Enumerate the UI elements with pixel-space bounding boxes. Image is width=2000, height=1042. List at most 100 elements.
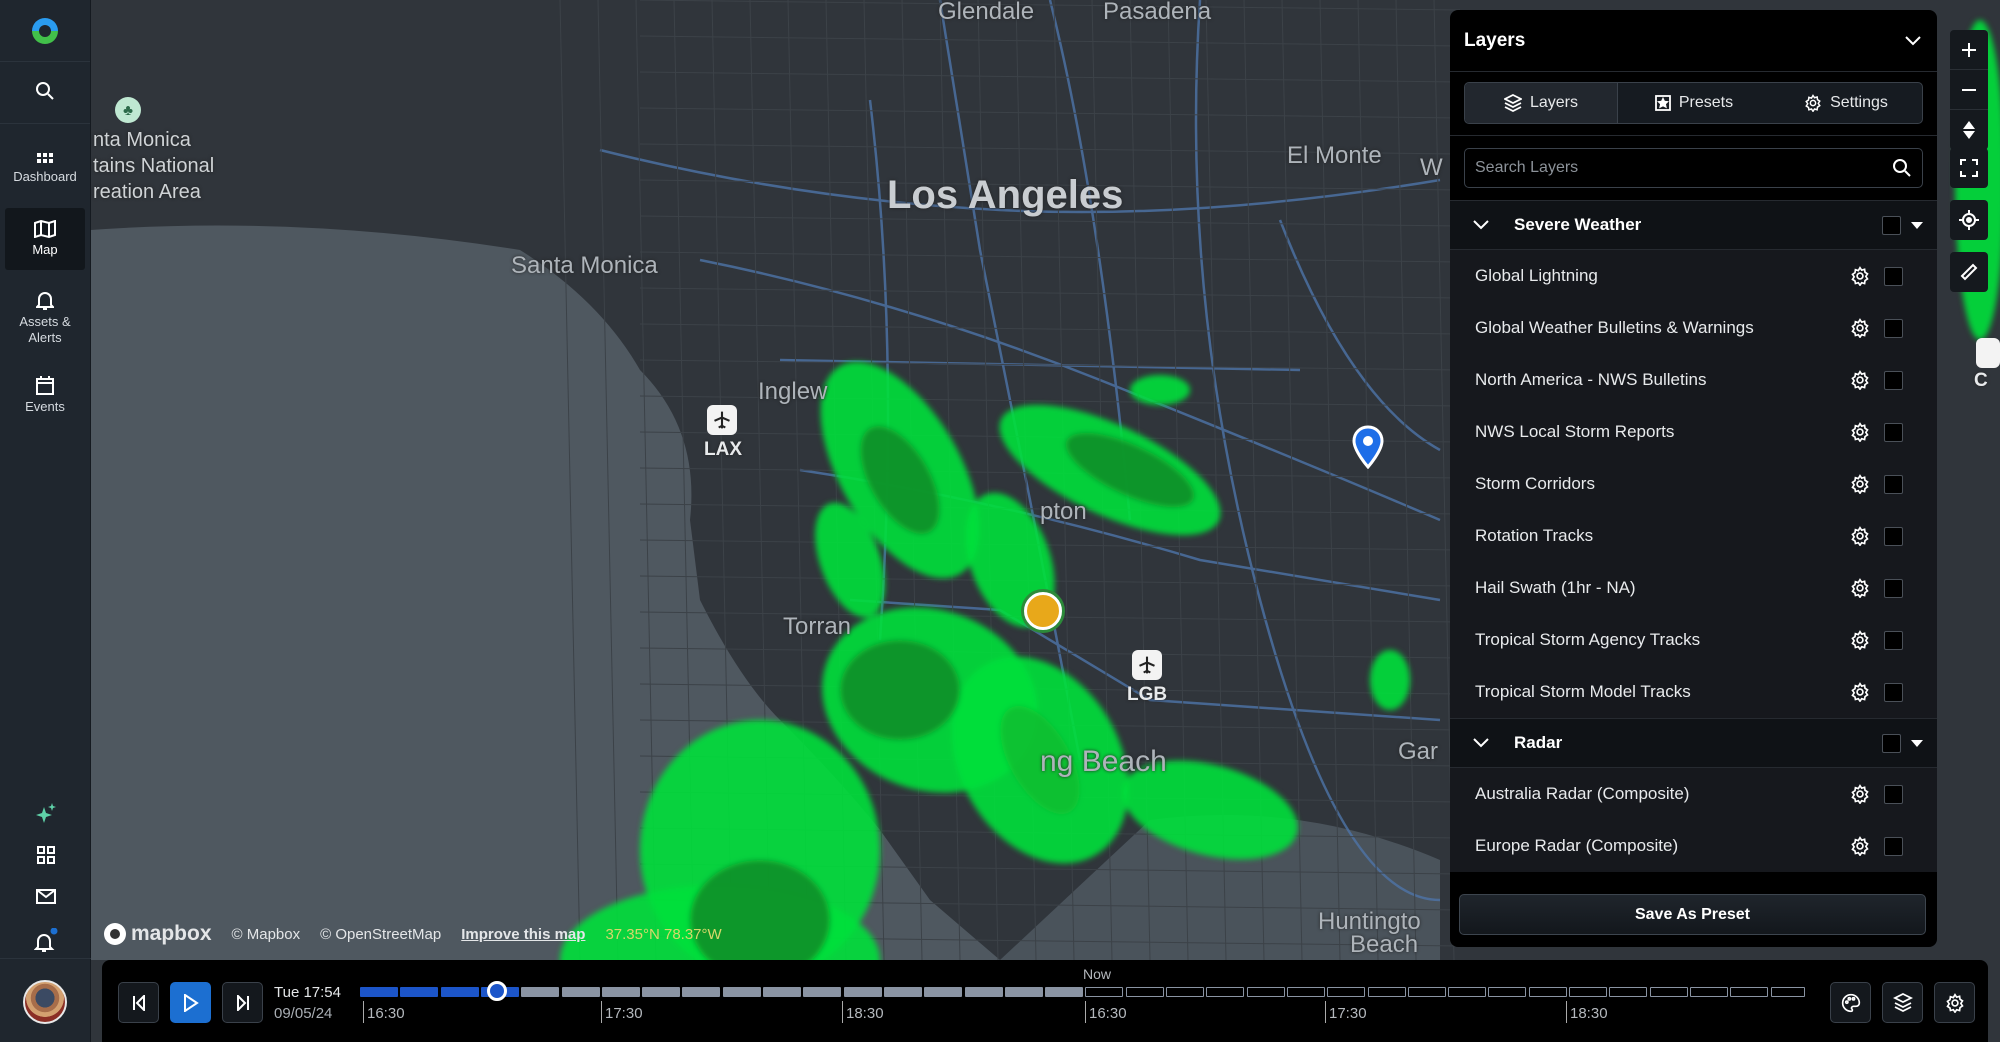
sidebar-item-map[interactable]: Map xyxy=(5,208,85,270)
timeline-segment[interactable] xyxy=(440,987,479,997)
sidebar-item-dashboard[interactable]: Dashboard xyxy=(0,130,90,208)
timeline-segment[interactable] xyxy=(883,987,922,997)
timeline-segment[interactable] xyxy=(722,987,761,997)
tab-layers[interactable]: Layers xyxy=(1465,83,1618,123)
location-pin-icon[interactable] xyxy=(1352,425,1384,469)
timeline-segment[interactable] xyxy=(803,987,842,997)
playhead-handle[interactable] xyxy=(487,981,507,1001)
timeline-segment[interactable] xyxy=(642,987,681,997)
save-as-preset-button[interactable]: Save As Preset xyxy=(1459,894,1926,935)
timeline-segment[interactable] xyxy=(1246,987,1285,997)
step-back-button[interactable] xyxy=(118,982,159,1023)
search-button[interactable] xyxy=(0,62,90,124)
timeline-segment[interactable] xyxy=(1327,987,1366,997)
timeline-segment[interactable] xyxy=(763,987,801,997)
timeline-segment[interactable] xyxy=(1448,987,1487,997)
fullscreen-button[interactable] xyxy=(1950,148,1988,188)
layer-checkbox[interactable] xyxy=(1884,578,1903,598)
timeline-settings-button[interactable] xyxy=(1934,982,1975,1023)
apps-grid-icon[interactable] xyxy=(0,846,91,864)
timeline-segment[interactable] xyxy=(1488,987,1527,997)
layer-checkbox[interactable] xyxy=(1884,318,1903,338)
layer-settings-gear-icon[interactable] xyxy=(1850,370,1870,390)
mail-icon[interactable] xyxy=(0,889,91,904)
locate-button[interactable] xyxy=(1950,200,1988,240)
chevron-down-icon[interactable] xyxy=(1473,220,1489,230)
timeline-segment[interactable] xyxy=(843,987,882,997)
app-logo[interactable] xyxy=(0,0,90,62)
timeline-segment[interactable] xyxy=(521,987,560,997)
step-forward-button[interactable] xyxy=(222,982,263,1023)
chevron-down-icon[interactable] xyxy=(1473,738,1489,748)
mapbox-link[interactable]: © Mapbox xyxy=(231,925,301,943)
compass-button[interactable] xyxy=(1950,110,1988,150)
timeline-segment[interactable] xyxy=(1286,987,1325,997)
layer-checkbox[interactable] xyxy=(1884,526,1903,546)
caret-down-icon[interactable] xyxy=(1911,739,1923,747)
layer-settings-gear-icon[interactable] xyxy=(1850,578,1870,598)
timeline-segment[interactable] xyxy=(561,987,600,997)
timeline-segment[interactable] xyxy=(400,987,439,997)
search-icon[interactable] xyxy=(1892,158,1912,178)
layers-toggle-button[interactable] xyxy=(1882,982,1923,1023)
zoom-in-button[interactable] xyxy=(1950,30,1988,70)
layer-checkbox[interactable] xyxy=(1884,474,1903,494)
sparkle-icon[interactable] xyxy=(0,803,91,825)
timeline-segment[interactable] xyxy=(924,987,963,997)
timeline-segment[interactable] xyxy=(1649,987,1688,997)
timeline-segment[interactable] xyxy=(1730,987,1769,997)
timeline-segment[interactable] xyxy=(601,987,640,997)
airport-icon[interactable] xyxy=(1132,650,1162,680)
sidebar-item-assets-alerts[interactable]: Assets & Alerts xyxy=(0,270,90,360)
sidebar-item-events[interactable]: Events xyxy=(0,360,90,430)
layer-checkbox[interactable] xyxy=(1884,836,1903,856)
timeline-segment[interactable] xyxy=(1367,987,1406,997)
timeline-segment[interactable] xyxy=(1004,987,1043,997)
layer-checkbox[interactable] xyxy=(1884,370,1903,390)
timeline-segment[interactable] xyxy=(964,987,1003,997)
layer-settings-gear-icon[interactable] xyxy=(1850,836,1870,856)
timeline-segment[interactable] xyxy=(1125,987,1164,997)
layer-settings-gear-icon[interactable] xyxy=(1850,526,1870,546)
layer-checkbox[interactable] xyxy=(1884,784,1903,804)
layer-settings-gear-icon[interactable] xyxy=(1850,474,1870,494)
airport-icon[interactable] xyxy=(1976,338,2000,368)
timeline-segment[interactable] xyxy=(1045,987,1084,997)
layer-settings-gear-icon[interactable] xyxy=(1850,784,1870,804)
collapse-chevron-icon[interactable] xyxy=(1904,35,1922,47)
palette-button[interactable] xyxy=(1830,982,1871,1023)
group-checkbox[interactable] xyxy=(1882,215,1901,235)
notification-bell-icon[interactable] xyxy=(0,928,91,952)
timeline-segment[interactable] xyxy=(1609,987,1648,997)
layer-checkbox[interactable] xyxy=(1884,422,1903,442)
timeline-segment[interactable] xyxy=(1569,987,1607,997)
timeline-segment[interactable] xyxy=(1689,987,1728,997)
layer-settings-gear-icon[interactable] xyxy=(1850,318,1870,338)
measure-button[interactable] xyxy=(1950,252,1988,292)
timeline-segment[interactable] xyxy=(1085,987,1124,997)
play-button[interactable] xyxy=(170,982,211,1023)
asset-marker[interactable] xyxy=(1024,592,1062,630)
zoom-out-button[interactable] xyxy=(1950,70,1988,110)
osm-link[interactable]: © OpenStreetMap xyxy=(320,925,442,943)
timeline-segment[interactable] xyxy=(1206,987,1245,997)
group-checkbox[interactable] xyxy=(1882,733,1901,753)
layer-settings-gear-icon[interactable] xyxy=(1850,266,1870,286)
layer-settings-gear-icon[interactable] xyxy=(1850,422,1870,442)
layer-settings-gear-icon[interactable] xyxy=(1850,682,1870,702)
layer-checkbox[interactable] xyxy=(1884,630,1903,650)
airport-icon[interactable] xyxy=(707,405,737,435)
tab-settings[interactable]: Settings xyxy=(1770,83,1922,123)
timeline-segment[interactable] xyxy=(1166,987,1204,997)
timeline-segment[interactable] xyxy=(360,987,398,997)
caret-down-icon[interactable] xyxy=(1911,221,1923,229)
layer-settings-gear-icon[interactable] xyxy=(1850,630,1870,650)
timeline-segment[interactable] xyxy=(1528,987,1567,997)
layer-checkbox[interactable] xyxy=(1884,266,1903,286)
tab-presets[interactable]: Presets xyxy=(1618,83,1770,123)
layer-group-header[interactable]: Radar xyxy=(1450,718,1937,768)
timeline-segment[interactable] xyxy=(1407,987,1446,997)
avatar[interactable] xyxy=(23,980,67,1024)
improve-map-link[interactable]: Improve this map xyxy=(461,925,586,943)
timeline-segment[interactable] xyxy=(1770,987,1805,997)
